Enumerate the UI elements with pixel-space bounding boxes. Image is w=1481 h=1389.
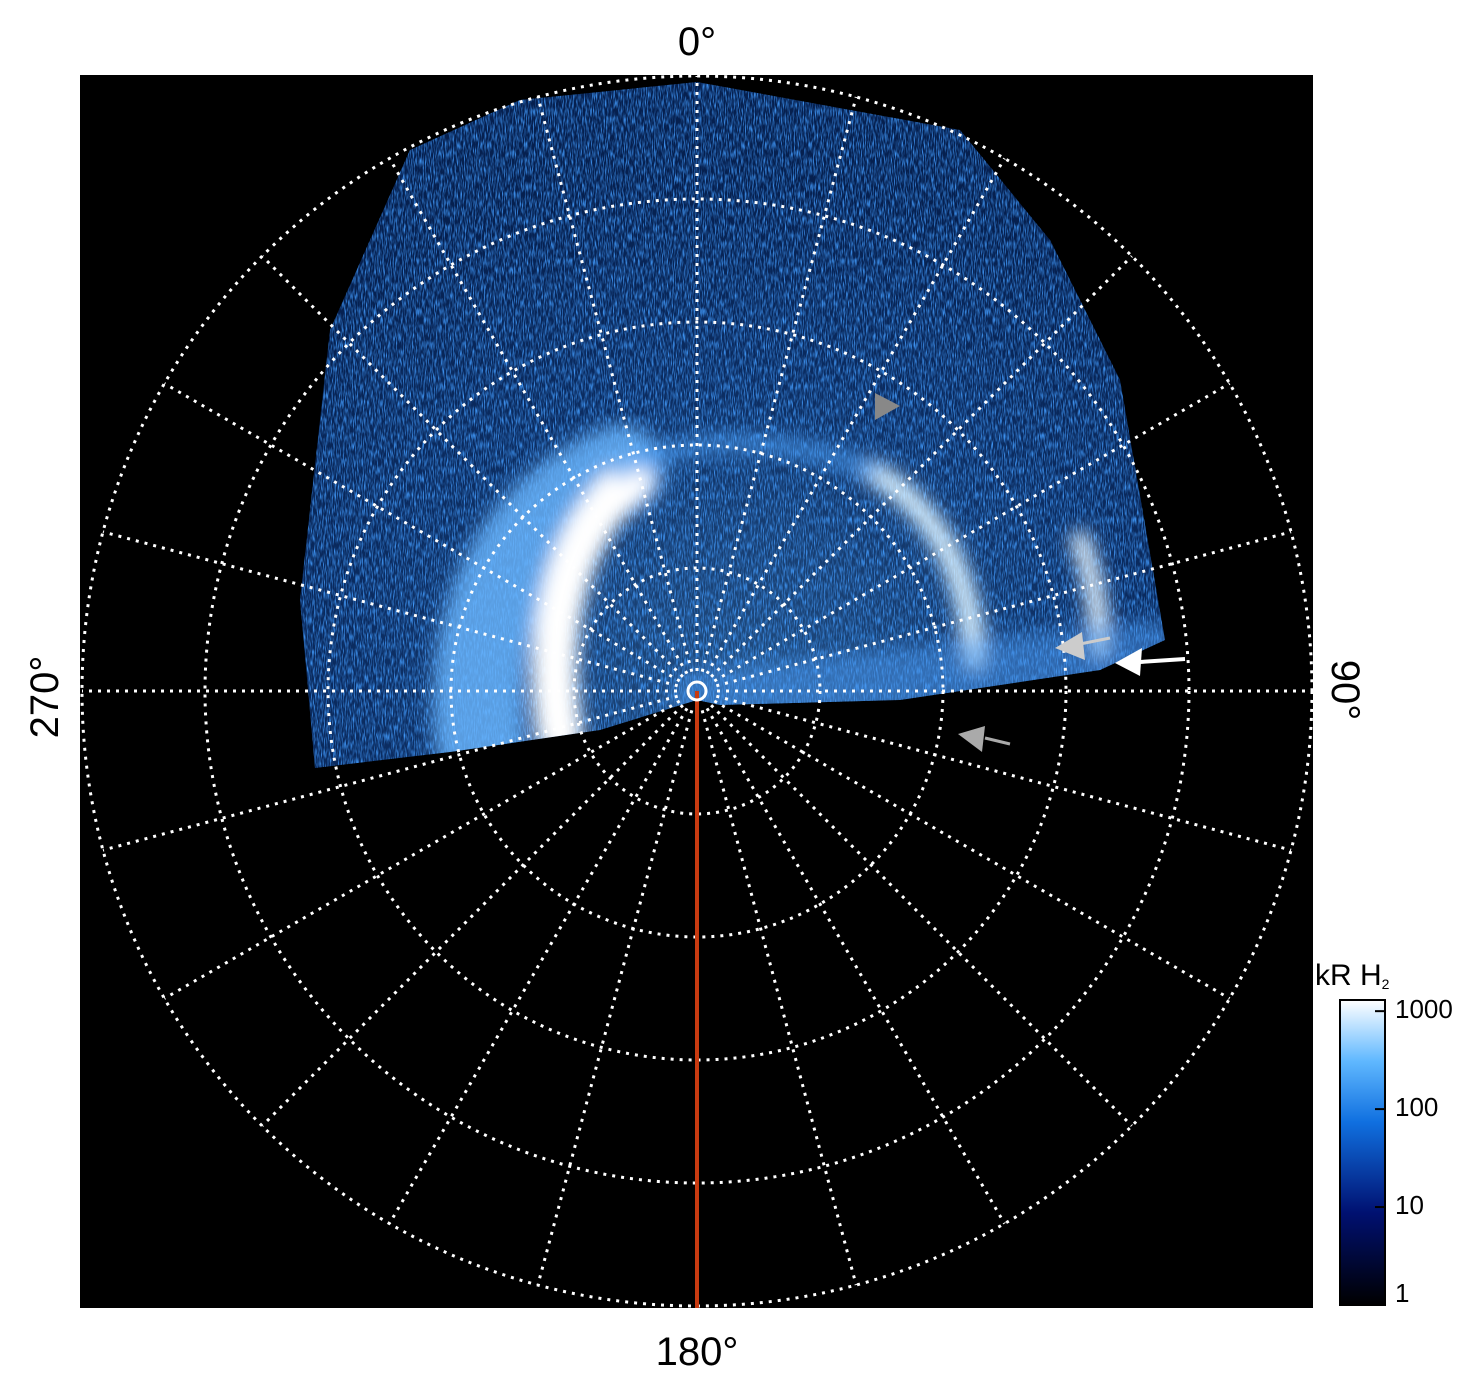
colorbar-title-main: kR H — [1315, 959, 1382, 992]
grid-spoke — [705, 157, 1006, 675]
arrow-head — [958, 726, 985, 752]
angle-label-left: 270° — [23, 656, 67, 739]
colorbar-ticks: 1 10 100 1000 — [1375, 994, 1453, 1308]
grid-spoke — [700, 96, 858, 673]
pole-marker — [686, 680, 708, 702]
arrow-head — [1115, 648, 1142, 676]
grid-spoke — [261, 255, 684, 678]
colorbar-tick-label: 10 — [1395, 1190, 1424, 1220]
grid-spoke — [713, 382, 1231, 683]
grid-spoke — [715, 694, 1292, 852]
grid-spoke — [102, 530, 679, 688]
grid-spoke — [536, 96, 694, 673]
grid-spoke — [700, 709, 858, 1286]
grid-spoke — [163, 382, 681, 683]
arrow — [984, 736, 1011, 746]
colorbar-tick-label: 100 — [1395, 1092, 1438, 1122]
colorbar-tick-label: 1 — [1395, 1278, 1409, 1308]
polar-grid — [80, 74, 1314, 1308]
angle-label-right: 90° — [1323, 660, 1367, 721]
grid-ring — [572, 566, 822, 816]
arrow — [1079, 636, 1111, 646]
grid-spoke — [102, 694, 679, 852]
colorbar — [1339, 999, 1386, 1306]
grid-spoke — [388, 707, 689, 1225]
arrows — [875, 393, 1186, 752]
grid-spoke — [261, 704, 684, 1127]
grid-spoke — [705, 707, 1006, 1225]
colorbar-title-subscript: 2 — [1382, 976, 1390, 992]
grid-spoke — [710, 704, 1133, 1127]
grid-spoke — [163, 699, 681, 1000]
grid-spoke — [713, 699, 1231, 1000]
colorbar-title: kR H2 — [1315, 959, 1390, 992]
grid-ring — [326, 320, 1068, 1062]
grid-ring — [203, 197, 1191, 1185]
grid-spoke — [388, 157, 689, 675]
angle-label-bottom: 180° — [656, 1330, 739, 1374]
grid-spoke — [536, 709, 694, 1286]
arrow — [1139, 657, 1186, 664]
arrow-head — [1055, 632, 1085, 660]
grid-spoke — [710, 255, 1133, 678]
colorbar-tick-label: 1000 — [1395, 994, 1453, 1024]
arrow-head — [875, 393, 900, 420]
grid-spoke — [715, 530, 1292, 688]
angle-label-top: 0° — [678, 20, 716, 64]
